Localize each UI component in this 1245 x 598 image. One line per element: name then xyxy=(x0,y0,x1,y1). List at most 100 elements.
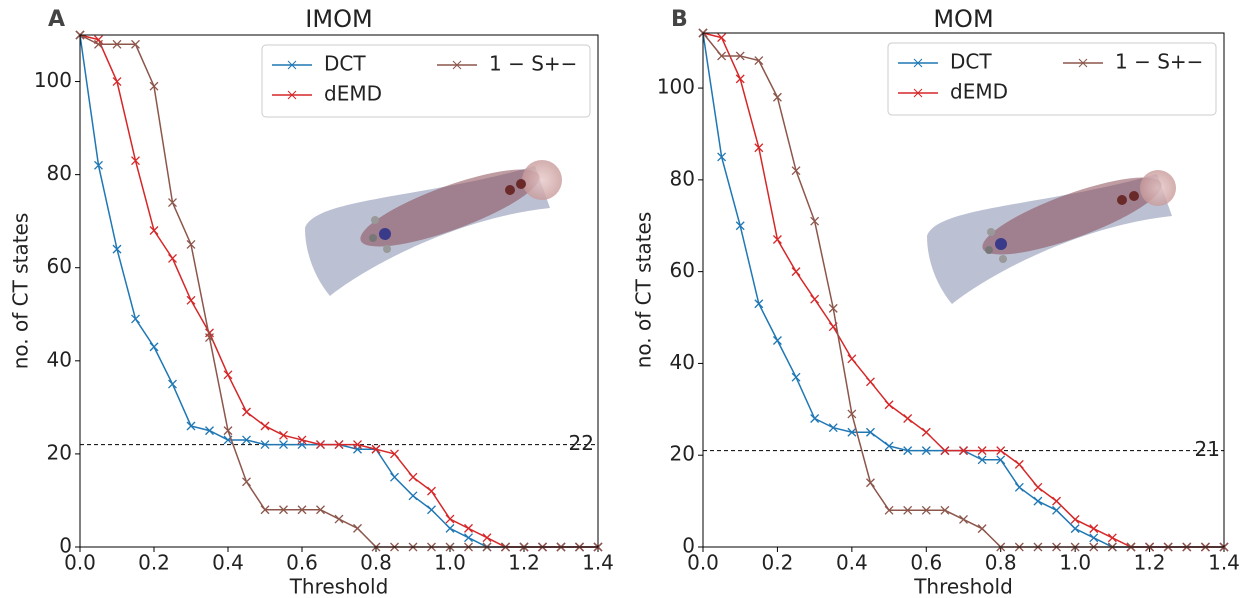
y-tick-label: 60 xyxy=(47,254,72,278)
legend-marker xyxy=(1078,58,1088,68)
chart-title: IMOM xyxy=(305,5,372,33)
data-point xyxy=(977,446,987,456)
x-tick-label: 1.2 xyxy=(1134,551,1166,575)
data-point xyxy=(866,427,875,437)
y-tick-label: 80 xyxy=(670,166,695,190)
data-point xyxy=(223,370,233,380)
data-point xyxy=(260,440,270,450)
molecule-illustration xyxy=(927,170,1176,304)
data-point xyxy=(223,426,233,436)
data-point xyxy=(408,491,418,501)
legend-marker xyxy=(913,58,923,68)
data-point xyxy=(186,239,196,249)
x-tick-label: 1.4 xyxy=(1208,551,1240,575)
data-point xyxy=(131,39,140,49)
x-tick-label: 0.0 xyxy=(687,551,719,575)
data-point xyxy=(884,400,894,410)
data-point xyxy=(717,152,727,162)
data-point xyxy=(186,421,196,431)
data-point xyxy=(866,377,875,387)
y-tick-label: 0 xyxy=(682,534,695,558)
plot-frame xyxy=(702,32,1225,548)
data-point xyxy=(1089,533,1099,543)
data-point xyxy=(427,505,436,515)
data-point xyxy=(371,444,381,454)
data-point xyxy=(205,333,214,343)
data-point xyxy=(810,216,820,226)
data-point xyxy=(810,414,820,423)
legend-box xyxy=(887,42,1217,116)
data-point xyxy=(791,267,801,277)
x-tick-label: 0.4 xyxy=(836,551,868,575)
y-tick-label: 20 xyxy=(47,440,72,464)
data-point xyxy=(334,440,344,450)
legend-box xyxy=(261,44,591,118)
data-point xyxy=(408,472,418,482)
y-axis-label: no. of CT states xyxy=(9,213,33,370)
data-point xyxy=(149,342,159,352)
data-point xyxy=(903,446,913,456)
data-point xyxy=(112,244,122,254)
x-tick-label: 1.2 xyxy=(508,551,540,575)
x-tick-label: 0.0 xyxy=(64,551,96,575)
data-point xyxy=(94,160,103,170)
data-point xyxy=(242,407,251,417)
data-point xyxy=(884,505,894,515)
y-tick-label: 0 xyxy=(59,534,72,558)
data-point xyxy=(847,354,857,364)
data-point xyxy=(186,295,196,305)
data-point xyxy=(168,379,177,389)
data-point xyxy=(464,533,473,543)
legend-label: DCT xyxy=(950,50,992,74)
data-point xyxy=(921,427,931,437)
data-point xyxy=(791,372,801,382)
data-point xyxy=(260,421,270,431)
data-point xyxy=(1070,524,1080,534)
legend-label: 1 − S+− xyxy=(1115,50,1203,74)
data-point xyxy=(316,505,325,515)
data-point xyxy=(754,56,764,65)
data-point xyxy=(772,336,782,345)
data-point xyxy=(112,77,122,87)
data-point xyxy=(977,455,987,465)
y-tick-label: 80 xyxy=(47,161,72,185)
x-tick-label: 0.6 xyxy=(910,551,942,575)
legend-label: dEMD xyxy=(324,82,382,106)
data-point xyxy=(735,74,745,84)
data-point xyxy=(903,505,913,515)
data-point xyxy=(977,524,987,534)
x-tick-label: 0.2 xyxy=(138,551,170,575)
data-point xyxy=(828,303,838,313)
data-point xyxy=(279,505,288,515)
data-point xyxy=(334,514,344,524)
data-point xyxy=(279,430,288,440)
data-point xyxy=(353,440,362,450)
data-point xyxy=(112,39,122,49)
data-point xyxy=(1070,515,1080,524)
legend-marker xyxy=(913,88,923,98)
data-point xyxy=(847,427,857,437)
data-point xyxy=(959,446,968,456)
y-tick-label: 20 xyxy=(670,442,695,466)
chart-title: MOM xyxy=(933,5,993,33)
data-point xyxy=(1033,496,1043,506)
data-point xyxy=(921,446,931,456)
data-point xyxy=(1052,505,1061,515)
data-point xyxy=(996,446,1006,456)
x-tick-label: 1.0 xyxy=(1059,551,1091,575)
data-point xyxy=(297,435,307,445)
data-point xyxy=(772,92,782,102)
data-point xyxy=(996,455,1006,465)
data-point xyxy=(149,226,159,235)
data-point xyxy=(316,440,325,450)
data-point xyxy=(717,33,727,43)
x-tick-label: 0.6 xyxy=(286,551,318,575)
x-axis-label: Threshold xyxy=(913,575,1013,598)
data-point xyxy=(131,156,140,166)
data-point xyxy=(754,143,764,153)
data-point xyxy=(242,477,251,487)
x-tick-label: 0.8 xyxy=(360,551,392,575)
y-tick-label: 100 xyxy=(34,68,72,92)
legend-label: DCT xyxy=(324,52,366,76)
data-point xyxy=(168,253,177,263)
